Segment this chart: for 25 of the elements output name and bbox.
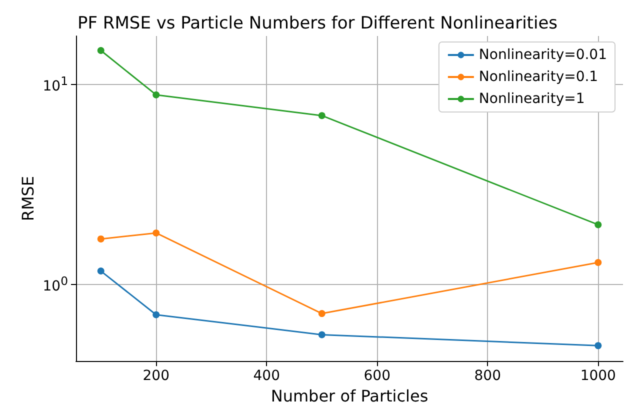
point <box>594 342 602 350</box>
point <box>594 221 602 228</box>
point <box>152 91 160 98</box>
x-tick-label: 1000 <box>580 368 616 384</box>
point <box>97 235 104 242</box>
x-tick-label: 200 <box>142 368 170 384</box>
legend-label: Nonlinearity=0.1 <box>478 69 598 85</box>
x-tick-label: 600 <box>364 368 390 384</box>
y-tick-label: 10$^{0}$ <box>42 274 68 295</box>
point <box>318 331 326 338</box>
y-tick-label: 10$^{1}$ <box>42 74 68 96</box>
y-axis-title: RMSE <box>18 176 38 222</box>
point <box>152 311 160 318</box>
point <box>97 47 104 54</box>
x-tick-label: 800 <box>474 368 501 384</box>
legend-label: Nonlinearity=0.01 <box>478 47 607 63</box>
point <box>152 229 160 236</box>
point <box>318 112 326 120</box>
point <box>97 268 104 275</box>
point <box>318 310 326 318</box>
chart-title: PF RMSE vs Particle Numbers for Different Nonlinearities <box>77 14 558 34</box>
point <box>594 259 602 266</box>
legend-label: Nonlinearity=1 <box>478 91 585 107</box>
x-axis-title: Number of Particles <box>270 386 428 406</box>
x-tick-label: 400 <box>253 368 280 384</box>
